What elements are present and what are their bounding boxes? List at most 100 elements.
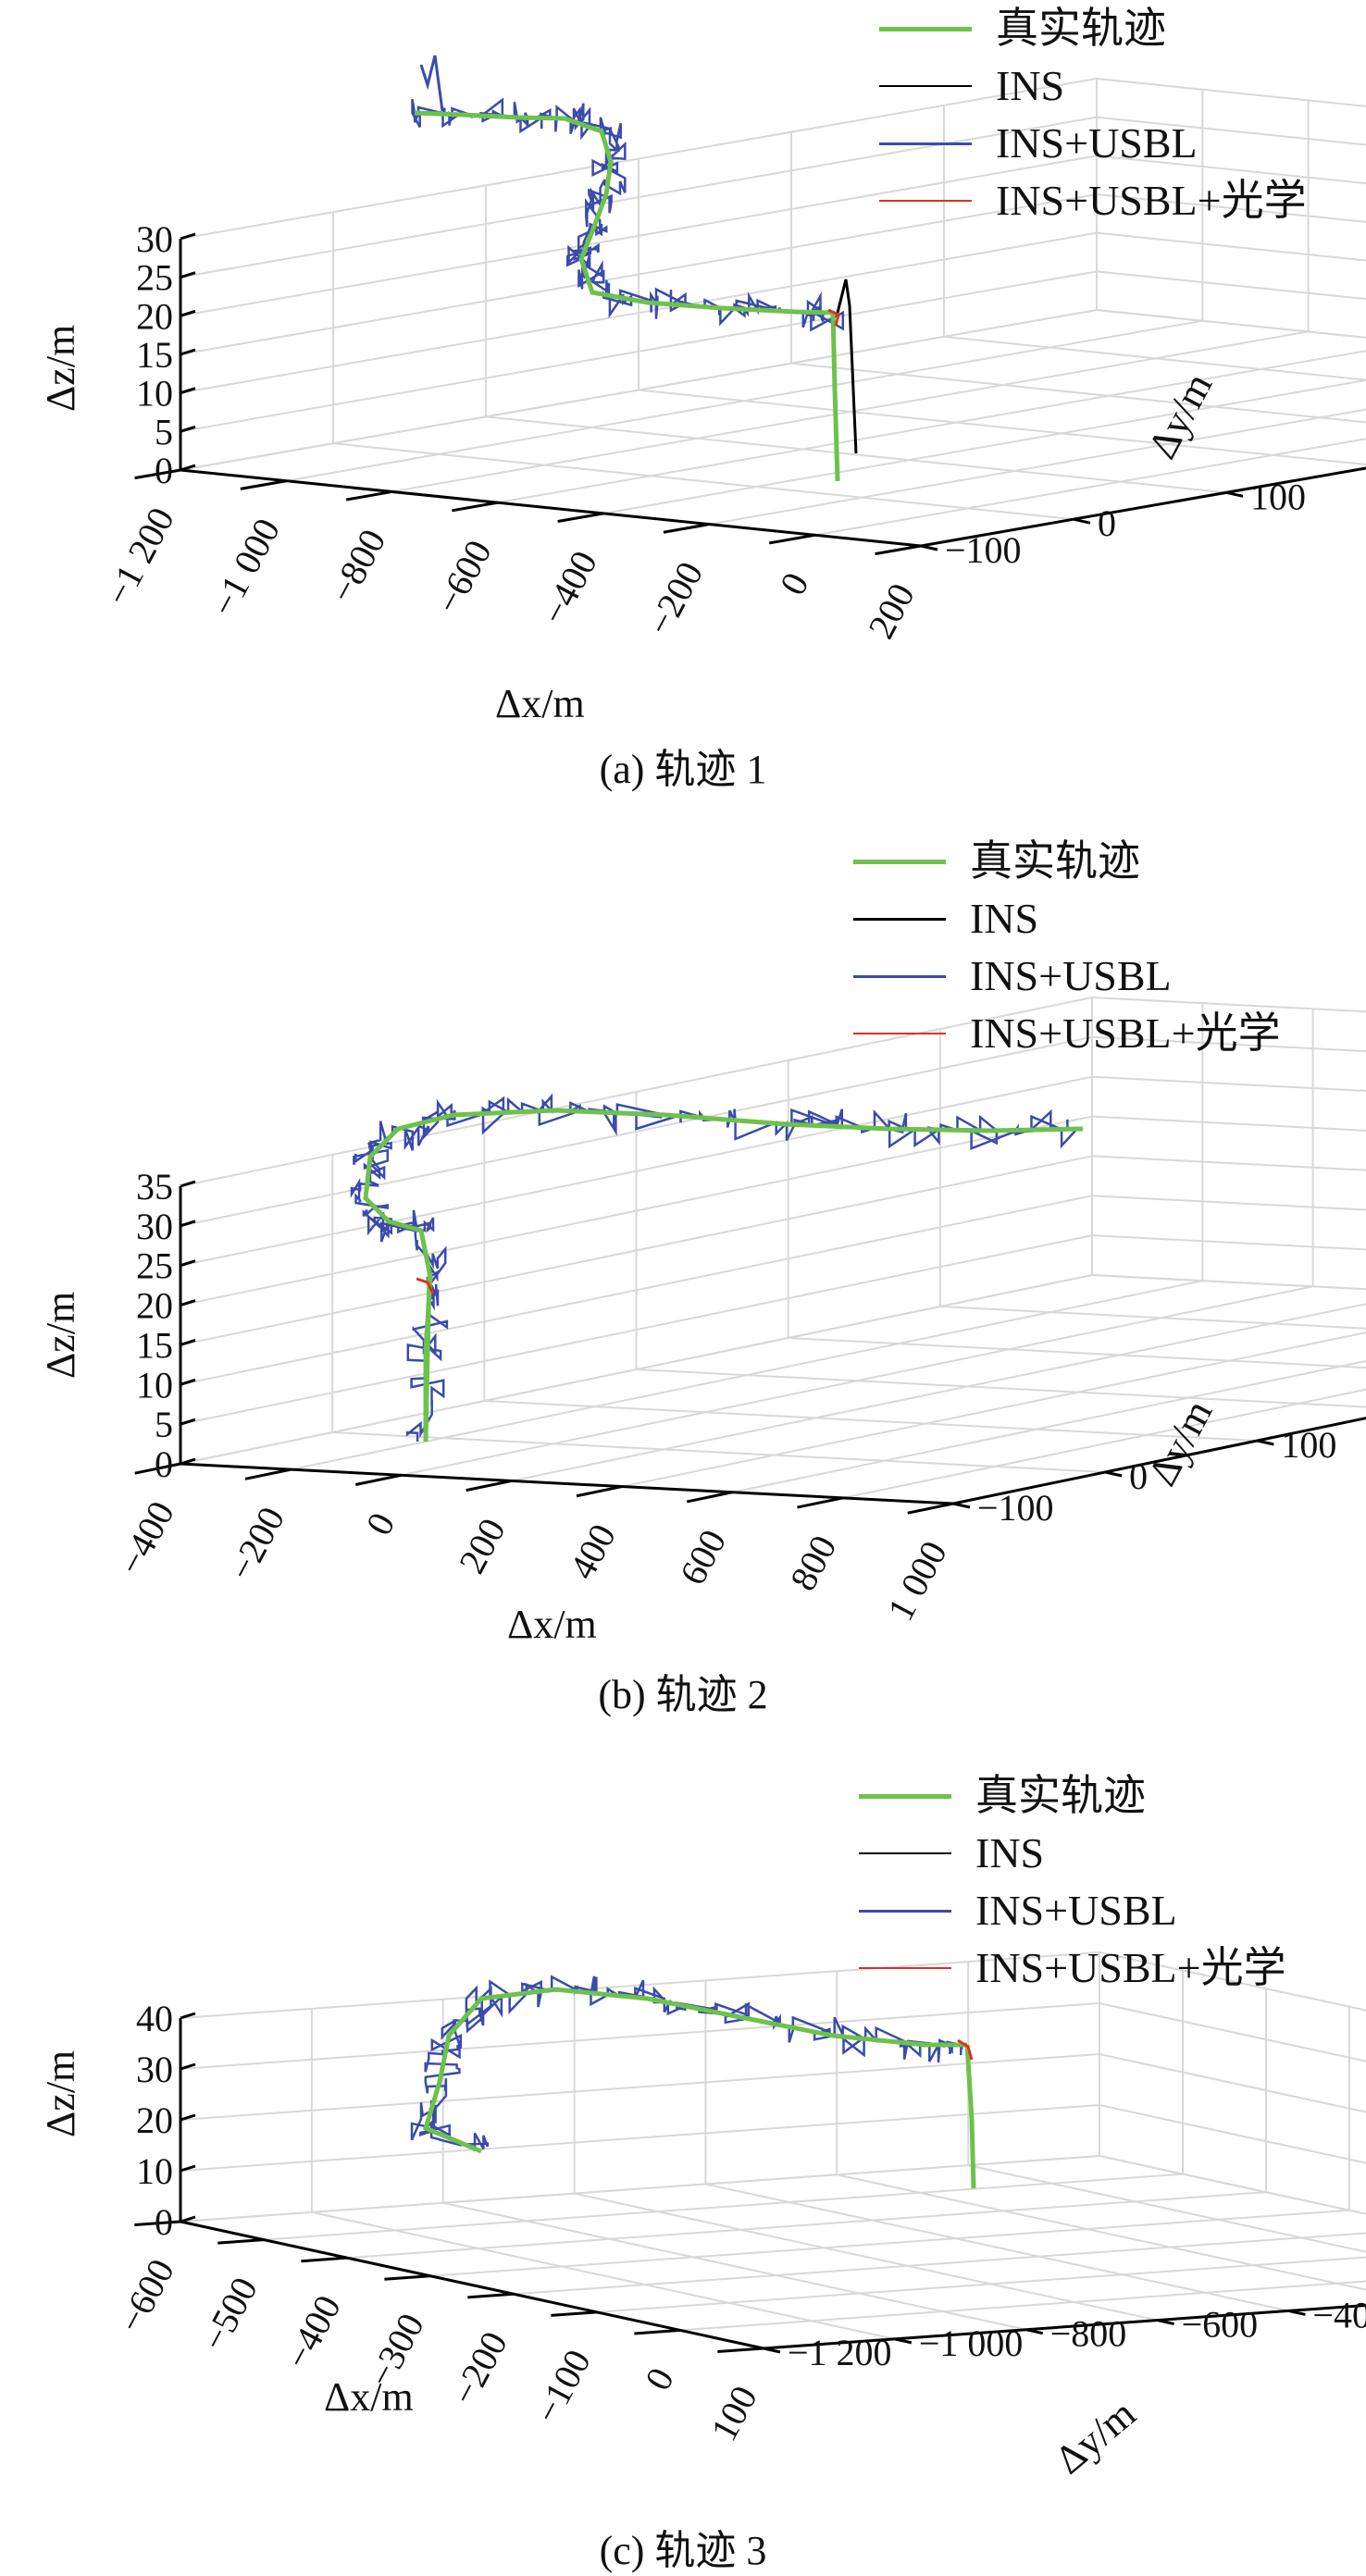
chart-b-backwall-grid-line [1092, 1077, 1366, 1117]
legend-item-true-trajectory: 真实轨迹 [859, 1767, 1286, 1825]
chart-b-z-tick-label: 35 [136, 1166, 173, 1208]
legend-item-true-trajectory: 真实轨迹 [853, 833, 1281, 890]
chart-c-x-tick-mark [384, 2276, 430, 2280]
chart-a-x-tick-mark [241, 481, 287, 489]
chart-c-xlabel: Δx/m [324, 2373, 414, 2421]
chart-c-legend: 真实轨迹 INS INS+USBL INS+USBL+光学 [859, 1767, 1286, 1997]
legend-item-ins: INS [879, 57, 1307, 115]
chart-b-floor-grid-line [622, 1298, 1366, 1487]
chart-c-y-tick-label: −800 [1050, 2313, 1127, 2355]
chart-b-z-tick-label: 10 [136, 1364, 173, 1406]
chart-a-x-tick-label: −600 [427, 533, 499, 620]
chart-c-x-tick-label: −500 [192, 2271, 265, 2358]
legend-label: INS+USBL+光学 [975, 1939, 1286, 1997]
chart-a-x-tick-label: −1 200 [96, 501, 182, 613]
legend-label: INS+USBL+光学 [996, 172, 1307, 229]
chart-c-x-tick-mark [301, 2258, 347, 2261]
legend-item-ins: INS [859, 1825, 1286, 1882]
chart-c-y-tick-mark [1026, 2330, 1043, 2334]
chart-b-x-tick-label: 600 [671, 1523, 734, 1591]
chart-a-x-tick-label: −1 000 [203, 512, 289, 624]
chart-b-x-tick-label: 200 [451, 1512, 514, 1580]
chart-a-floor-grid-line [333, 443, 1074, 519]
chart-c-sidewall-grid-line [180, 2054, 1099, 2120]
chart-b-z-tick-label: 15 [136, 1324, 173, 1366]
chart-c-y-tick-label: −1 000 [919, 2322, 1024, 2364]
chart-a-x-tick-label: 0 [772, 565, 817, 601]
chart-c-caption: (c) 轨迹 3 [0, 2517, 1366, 2576]
chart-b-z-tick-label: 5 [155, 1404, 173, 1445]
chart-c-sidewall-grid-line [180, 2105, 1099, 2171]
chart-a-y-tick-mark [1074, 519, 1090, 523]
chart-b-x-tick-mark [908, 1504, 953, 1513]
chart-c-x-tick-mark [634, 2330, 680, 2334]
chart-b-x-tick-mark [797, 1498, 842, 1507]
chart-a-x-tick-label: −800 [321, 523, 393, 610]
chart-c-backwall-grid-line [1099, 2054, 1366, 2181]
chart-c-y-tick-mark [764, 2348, 780, 2352]
chart-b-backwall-grid-line [1092, 1117, 1366, 1157]
chart-c-floor-grid-line [575, 2194, 1158, 2321]
chart-a-x-tick-mark [452, 502, 497, 511]
chart-b-x-tick-label: 0 [357, 1505, 403, 1542]
legend-item-ins: INS [853, 890, 1281, 947]
legend-label: INS [975, 1825, 1044, 1882]
chart-b-floor-grid-line [789, 1338, 1366, 1378]
chart-b-backwall-grid-line [1092, 1195, 1366, 1235]
chart-a-x-tick-mark [875, 546, 922, 554]
chart-b-x-tick-label: −400 [109, 1494, 181, 1581]
chart-c-y-tick-label: −1 200 [788, 2332, 892, 2373]
chart-a-z-tick-label: 5 [155, 411, 173, 452]
chart-a-y-tick-label: 0 [1098, 502, 1116, 544]
chart-a-x-tick-mark [558, 514, 604, 522]
chart-b-floor-grid-line [940, 1307, 1366, 1346]
chart-c-x-tick-label: 0 [637, 2361, 682, 2397]
chart-a-backwall-grid-line [1097, 233, 1366, 309]
chart-a-series-ins [838, 279, 856, 453]
chart-a-y-tick-mark [921, 546, 938, 550]
chart-a-usbl-spike [421, 56, 442, 111]
chart-b-x-tick-mark [355, 1475, 401, 1484]
chart-c-y-tick-mark [895, 2339, 912, 2343]
chart-c-floor-grid-line [347, 2192, 1266, 2258]
chart-b-y-tick-mark [1105, 1472, 1122, 1476]
chart-a-x-tick-label: −200 [639, 555, 711, 642]
legend-label: INS+USBL [975, 1882, 1177, 1939]
chart-a-xlabel: Δx/m [495, 680, 585, 727]
chart-a-z-tick-label: 30 [136, 218, 173, 260]
chart-c-x-tick-label: −200 [442, 2324, 515, 2411]
chart-c-z-tick-label: 0 [155, 2201, 173, 2243]
chart-a-z-tick-label: 25 [136, 257, 173, 299]
chart-a-x-tick-label: −400 [533, 544, 605, 631]
chart-c-series-ins-usbl [412, 1976, 962, 2151]
chart-panel-c: −600−500−400−300−200−10001002000−200−400… [0, 1767, 1366, 2572]
chart-b-x-tick-mark [687, 1492, 732, 1502]
chart-b-series-ins-usbl [352, 1096, 1077, 1442]
chart-c-x-tick-mark [717, 2348, 764, 2352]
legend-item-ins-usbl-optical: INS+USBL+光学 [859, 1939, 1286, 1997]
chart-c-floor-grid-line [443, 2203, 1026, 2330]
chart-b-y-tick-label: −100 [977, 1487, 1054, 1529]
chart-a-x-tick-mark [346, 491, 392, 500]
chart-c-x-tick-label: 100 [702, 2379, 765, 2447]
chart-b-legend: 真实轨迹 INS INS+USBL INS+USBL+光学 [853, 833, 1281, 1062]
chart-c-x-tick-mark [217, 2240, 264, 2244]
chart-a-series-true-descent [833, 313, 838, 481]
chart-a-z-tick-label: 20 [136, 295, 173, 337]
legend-label: INS [970, 890, 1038, 947]
chart-c-y-tick-label: −400 [1312, 2294, 1366, 2335]
chart-b-x-tick-mark [466, 1480, 512, 1490]
chart-a-y-axis [921, 386, 1366, 546]
chart-a-x-tick-mark [664, 525, 710, 533]
legend-label: 真实轨迹 [996, 0, 1166, 57]
chart-a-y-tick-label: −100 [945, 529, 1022, 571]
chart-b-x-tick-label: 400 [561, 1517, 624, 1586]
chart-a-z-tick-label: 15 [136, 334, 173, 376]
chart-b-x-tick-mark [245, 1469, 291, 1479]
chart-b-y-tick-label: 100 [1281, 1424, 1336, 1466]
legend-item-true-trajectory: 真实轨迹 [879, 0, 1307, 57]
chart-a-backwall-grid-line [1097, 271, 1366, 347]
legend-item-ins-usbl: INS+USBL [859, 1882, 1286, 1939]
chart-b-backwall-grid-line [1092, 1156, 1366, 1195]
